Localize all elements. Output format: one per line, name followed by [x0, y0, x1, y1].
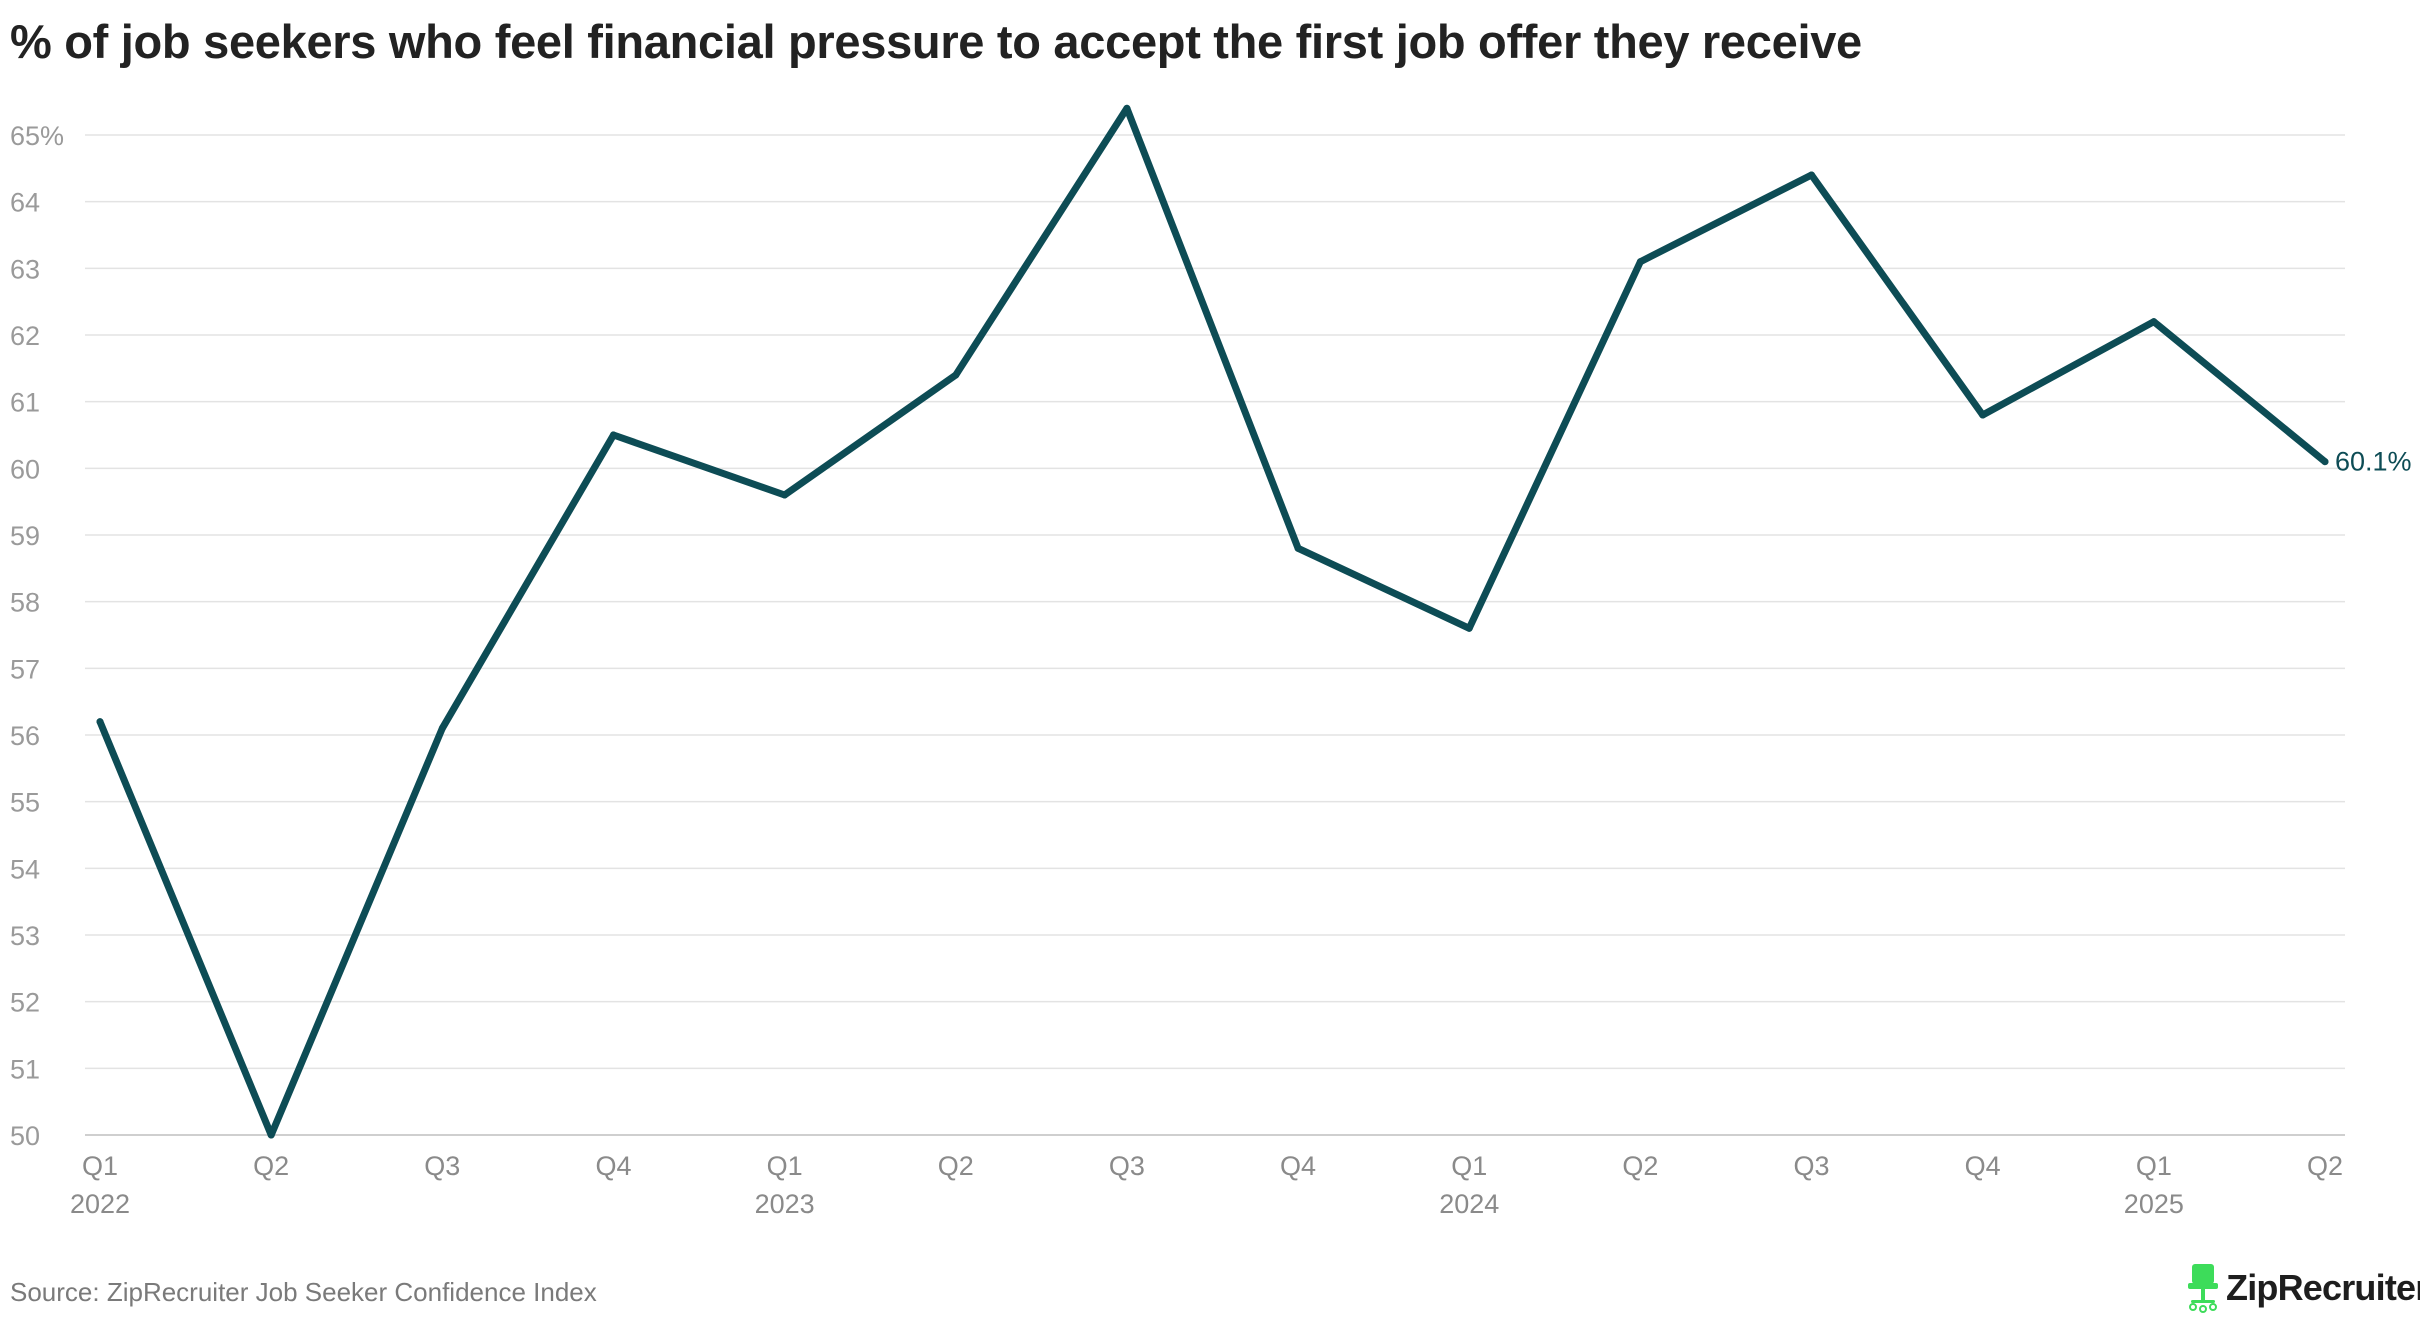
series-line [96, 104, 2329, 1139]
y-tick-label: 61 [10, 388, 40, 418]
x-tick-year: 2024 [1439, 1189, 1499, 1219]
y-tick-label: 60 [10, 454, 40, 484]
data-point [2150, 318, 2158, 326]
x-tick-quarter: Q4 [1965, 1151, 2001, 1181]
x-tick-quarter: Q2 [1622, 1151, 1658, 1181]
end-value-label: 60.1% [2335, 447, 2412, 477]
ziprecruiter-logo: ZipRecruiter ® [2186, 1262, 2420, 1314]
y-tick-label: 57 [10, 654, 40, 684]
gridlines [85, 134, 2345, 1136]
data-point [1636, 258, 1644, 266]
data-point [438, 724, 446, 732]
x-axis-ticks: Q1 2022 Q2 Q3 Q4 Q1 2023 Q2 Q3 Q4 Q1 2024 Q2 Q3 Q4 Q1 20… [70, 1151, 2343, 1219]
x-tick-quarter: Q1 [1451, 1151, 1487, 1181]
y-tick-label: 56 [10, 721, 40, 751]
x-tick-quarter: Q3 [1794, 1151, 1830, 1181]
x-tick-quarter: Q1 [767, 1151, 803, 1181]
brand-name: ZipRecruiter [2226, 1267, 2420, 1308]
data-point [2321, 458, 2329, 466]
y-tick-label: 65% [10, 121, 64, 151]
x-tick-quarter: Q2 [253, 1151, 289, 1181]
y-tick-label: 53 [10, 921, 40, 951]
x-tick-quarter: Q3 [424, 1151, 460, 1181]
data-point [1979, 411, 1987, 419]
y-tick-label: 62 [10, 321, 40, 351]
x-tick-quarter: Q4 [1280, 1151, 1316, 1181]
y-tick-label: 55 [10, 788, 40, 818]
x-tick-quarter: Q1 [2136, 1151, 2172, 1181]
x-tick-quarter: Q1 [82, 1151, 118, 1181]
x-tick-quarter: Q2 [2307, 1151, 2343, 1181]
data-point [781, 491, 789, 499]
y-tick-label: 52 [10, 988, 40, 1018]
y-tick-label: 64 [10, 188, 40, 218]
data-point [1123, 104, 1131, 112]
y-tick-label: 50 [10, 1121, 40, 1151]
x-tick-year: 2025 [2124, 1189, 2184, 1219]
chair-icon [2188, 1264, 2218, 1313]
source-note: Source: ZipRecruiter Job Seeker Confiden… [10, 1277, 597, 1307]
x-tick-year: 2023 [755, 1189, 815, 1219]
series [96, 104, 2329, 1139]
data-point [1465, 624, 1473, 632]
data-point [267, 1131, 275, 1139]
data-point [952, 371, 960, 379]
y-tick-label: 51 [10, 1054, 40, 1084]
data-point [1294, 544, 1302, 552]
y-tick-label: 59 [10, 521, 40, 551]
y-axis-ticks: 50 51 52 53 54 55 56 57 58 59 60 61 62 63 64 65% [10, 121, 64, 1151]
x-tick-quarter: Q3 [1109, 1151, 1145, 1181]
data-point [96, 718, 104, 726]
chart-title: % of job seekers who feel financial pres… [10, 15, 1862, 68]
data-point [1808, 171, 1816, 179]
x-tick-year: 2022 [70, 1189, 130, 1219]
y-tick-label: 54 [10, 854, 40, 884]
y-tick-label: 63 [10, 254, 40, 284]
x-tick-quarter: Q4 [595, 1151, 631, 1181]
data-labels: 60.1% [2335, 447, 2412, 477]
data-point [609, 431, 617, 439]
x-tick-quarter: Q2 [938, 1151, 974, 1181]
y-tick-label: 58 [10, 588, 40, 618]
